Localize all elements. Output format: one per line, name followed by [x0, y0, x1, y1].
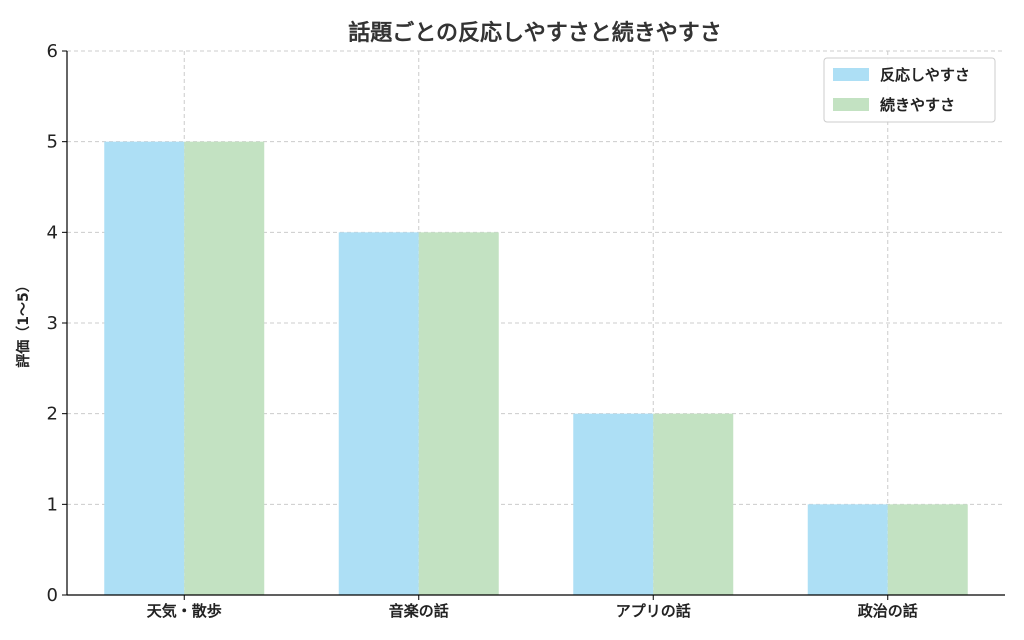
bar-series1-cat0	[184, 141, 265, 595]
legend-swatch-0	[833, 68, 869, 81]
bar-series1-cat3	[887, 504, 968, 595]
bar-series1-cat2	[653, 413, 734, 595]
bar-series1-cat1	[418, 232, 499, 596]
y-tick-label-1: 1	[47, 494, 58, 515]
x-tick-label-3: 政治の話	[858, 602, 918, 620]
y-tick-label-0: 0	[47, 585, 58, 606]
y-tick-label-2: 2	[47, 404, 58, 425]
chart-title: 話題ごとの反応しやすさと続きやすさ	[348, 20, 722, 46]
legend-swatch-1	[833, 98, 869, 111]
y-tick-label-5: 5	[47, 132, 58, 153]
y-tick-label-6: 6	[47, 41, 58, 62]
bar-series0-cat0	[104, 141, 185, 595]
bars-layer	[104, 141, 968, 596]
x-tick-label-1: 音楽の話	[389, 602, 449, 620]
x-tick-labels: 天気・散歩 音楽の話 アプリの話 政治の話	[147, 595, 918, 620]
legend-label-0: 反応しやすさ	[880, 66, 970, 84]
bar-series0-cat2	[573, 413, 654, 595]
x-tick-label-2: アプリの話	[616, 602, 691, 620]
bar-series0-cat3	[807, 504, 888, 595]
y-axis-label: 評価（1〜5）	[15, 278, 32, 367]
y-tick-label-3: 3	[47, 313, 58, 334]
y-tick-label-4: 4	[47, 222, 58, 243]
bar-series0-cat1	[338, 232, 419, 596]
x-tick-label-0: 天気・散歩	[147, 602, 222, 620]
legend-label-1: 続きやすさ	[880, 96, 955, 114]
y-tick-labels: 0 1 2 3 4 5 6	[47, 41, 67, 606]
